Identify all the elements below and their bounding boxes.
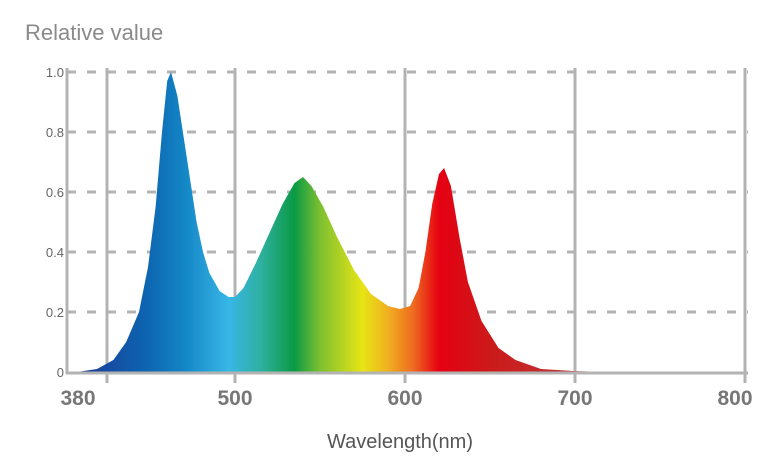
x-tick-label: 800 [717,387,752,410]
y-tick-label: 0.8 [46,125,64,140]
axes [65,68,748,375]
chart-title: Relative value [25,20,163,45]
y-tick-label: 0.6 [46,185,64,200]
x-tick-label: 500 [217,387,252,410]
x-tick-label: 700 [557,387,592,410]
y-tick-label: 0 [57,365,64,380]
spectrum-area [77,72,609,372]
x-tick-label: 600 [387,387,422,410]
y-tick-label: 1.0 [46,65,64,80]
y-tick-labels: 1.0 0.8 0.6 0.4 0.2 0 [46,65,64,380]
x-tick-label: 380 [60,387,95,410]
y-tick-label: 0.2 [46,305,64,320]
x-tick-labels: 380 500 600 700 800 [60,387,752,410]
x-axis-label: Wavelength(nm) [327,431,473,453]
y-tick-label: 0.4 [46,245,64,260]
